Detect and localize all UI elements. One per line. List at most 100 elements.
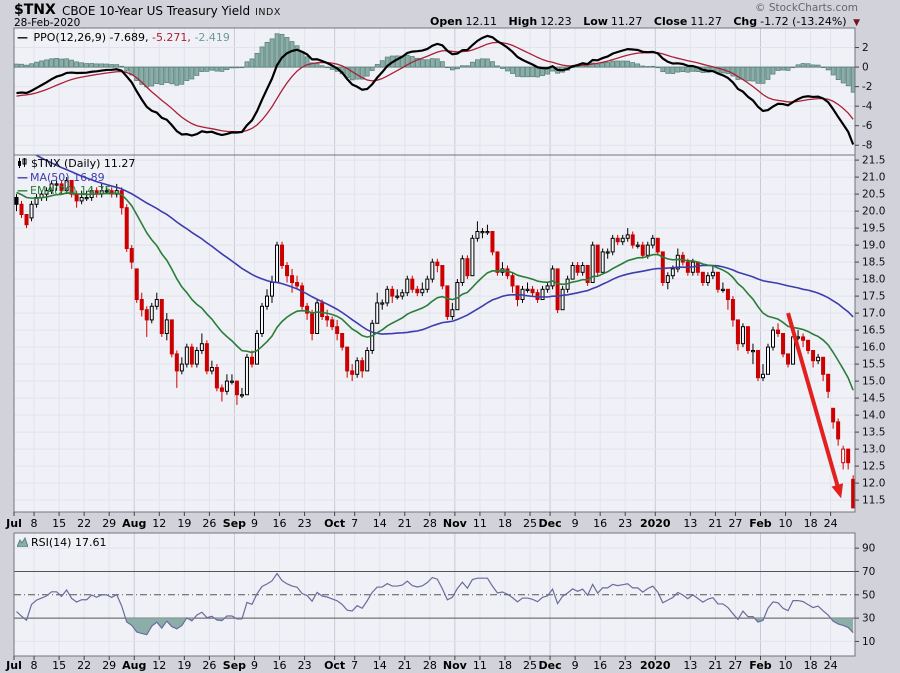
svg-text:Feb: Feb xyxy=(749,517,772,530)
svg-text:2020: 2020 xyxy=(640,517,671,530)
rsi-legend: RSI(14) 17.61 xyxy=(16,536,106,550)
candlestick-icon xyxy=(17,158,28,171)
ppo-panel xyxy=(14,33,855,145)
ema20-swatch: — xyxy=(17,184,28,197)
svg-text:21: 21 xyxy=(708,659,722,672)
svg-text:Dec: Dec xyxy=(539,659,562,672)
svg-text:Jul: Jul xyxy=(5,659,22,672)
chart-date: 28-Feb-2020 xyxy=(14,17,81,29)
svg-text:Jul: Jul xyxy=(5,517,22,530)
svg-text:14.5: 14.5 xyxy=(862,393,885,405)
svg-text:13.5: 13.5 xyxy=(862,427,885,439)
svg-text:27: 27 xyxy=(728,517,742,530)
svg-text:15: 15 xyxy=(52,517,66,530)
chart-title: CBOE 10-Year US Treasury Yield INDX xyxy=(62,4,281,18)
chart-title-text: CBOE 10-Year US Treasury Yield xyxy=(62,4,251,18)
svg-text:14: 14 xyxy=(373,517,387,530)
svg-text:9: 9 xyxy=(572,659,579,672)
svg-text:21.0: 21.0 xyxy=(862,172,885,184)
svg-text:18: 18 xyxy=(804,517,818,530)
svg-text:21: 21 xyxy=(398,659,412,672)
svg-text:90: 90 xyxy=(862,543,875,555)
svg-text:Oct: Oct xyxy=(324,517,345,530)
svg-text:14.0: 14.0 xyxy=(862,410,885,422)
svg-text:2: 2 xyxy=(862,42,869,54)
svg-text:Aug: Aug xyxy=(122,517,146,530)
svg-text:Nov: Nov xyxy=(443,659,468,672)
svg-text:24: 24 xyxy=(824,517,838,530)
chg-label: Chg xyxy=(733,15,758,28)
svg-text:7: 7 xyxy=(351,517,358,530)
chg-dropdown-arrow[interactable]: ▼ xyxy=(853,18,860,28)
svg-text:19.0: 19.0 xyxy=(862,240,885,252)
svg-text:18: 18 xyxy=(804,659,818,672)
svg-text:23: 23 xyxy=(618,517,632,530)
ppo-legend: — PPO(12,26,9) -7.689, -5.271, -2.419 xyxy=(17,31,230,44)
ema20-label: EMA(20) 14.75 xyxy=(30,184,112,197)
svg-text:16: 16 xyxy=(273,659,287,672)
svg-text:11: 11 xyxy=(473,517,487,530)
svg-text:12.5: 12.5 xyxy=(862,461,885,473)
svg-text:29: 29 xyxy=(102,517,116,530)
svg-text:27: 27 xyxy=(728,659,742,672)
svg-text:30: 30 xyxy=(862,613,875,625)
ohlc-quote: Open 12.11 High 12.23 Low 11.27 Close 11.27 … xyxy=(430,15,860,28)
svg-text:12: 12 xyxy=(152,659,166,672)
svg-text:0: 0 xyxy=(862,62,869,74)
svg-text:23: 23 xyxy=(298,659,312,672)
svg-text:8: 8 xyxy=(31,659,38,672)
chg-value: -1.72 (-13.24%) xyxy=(760,15,847,28)
svg-text:9: 9 xyxy=(251,659,258,672)
ppo-signal-value: -5.271, xyxy=(151,31,191,44)
svg-text:Sep: Sep xyxy=(223,659,246,672)
copyright: © StockCharts.com xyxy=(755,2,858,14)
svg-text:16.5: 16.5 xyxy=(862,325,885,337)
ma50-label: MA(50) 16.89 xyxy=(30,171,105,184)
svg-text:21: 21 xyxy=(398,517,412,530)
ticker-symbol: $TNX xyxy=(14,2,56,18)
ppo-value: -7.689, xyxy=(109,31,149,44)
svg-text:15.0: 15.0 xyxy=(862,376,885,388)
open-label: Open xyxy=(429,15,463,28)
svg-text:16: 16 xyxy=(593,517,607,530)
high-value: 12.23 xyxy=(540,15,572,28)
svg-text:26: 26 xyxy=(202,517,216,530)
svg-text:18.5: 18.5 xyxy=(862,257,885,269)
ppo-line-swatch: — xyxy=(17,31,28,44)
svg-text:Dec: Dec xyxy=(539,517,562,530)
svg-text:28: 28 xyxy=(423,659,437,672)
svg-text:11: 11 xyxy=(473,659,487,672)
exchange-label: INDX xyxy=(255,7,281,18)
svg-text:10: 10 xyxy=(862,636,875,648)
svg-text:-4: -4 xyxy=(862,101,873,113)
svg-text:8: 8 xyxy=(31,517,38,530)
svg-text:Sep: Sep xyxy=(223,517,246,530)
svg-text:9: 9 xyxy=(572,517,579,530)
ma50-swatch: — xyxy=(17,171,28,184)
svg-text:16.0: 16.0 xyxy=(862,342,885,354)
svg-text:15.5: 15.5 xyxy=(862,359,885,371)
svg-text:19.5: 19.5 xyxy=(862,223,885,235)
close-label: Close xyxy=(653,15,688,28)
svg-text:28: 28 xyxy=(423,517,437,530)
ppo-hist-value: -2.419 xyxy=(194,31,230,44)
price-legend-text: $TNX (Daily) 11.27 xyxy=(31,157,136,170)
svg-text:20.5: 20.5 xyxy=(862,189,885,201)
svg-text:26: 26 xyxy=(202,659,216,672)
svg-text:-8: -8 xyxy=(862,140,872,152)
svg-text:Aug: Aug xyxy=(122,659,146,672)
low-label: Low xyxy=(583,15,608,28)
svg-text:18: 18 xyxy=(498,659,512,672)
svg-text:16: 16 xyxy=(273,517,287,530)
svg-text:-2: -2 xyxy=(862,81,872,93)
high-label: High xyxy=(508,15,538,28)
svg-text:Oct: Oct xyxy=(324,659,345,672)
svg-text:21: 21 xyxy=(708,517,722,530)
svg-text:2020: 2020 xyxy=(640,659,671,672)
svg-text:23: 23 xyxy=(618,659,632,672)
svg-text:22: 22 xyxy=(77,659,91,672)
svg-text:7: 7 xyxy=(351,659,358,672)
svg-text:23: 23 xyxy=(298,517,312,530)
